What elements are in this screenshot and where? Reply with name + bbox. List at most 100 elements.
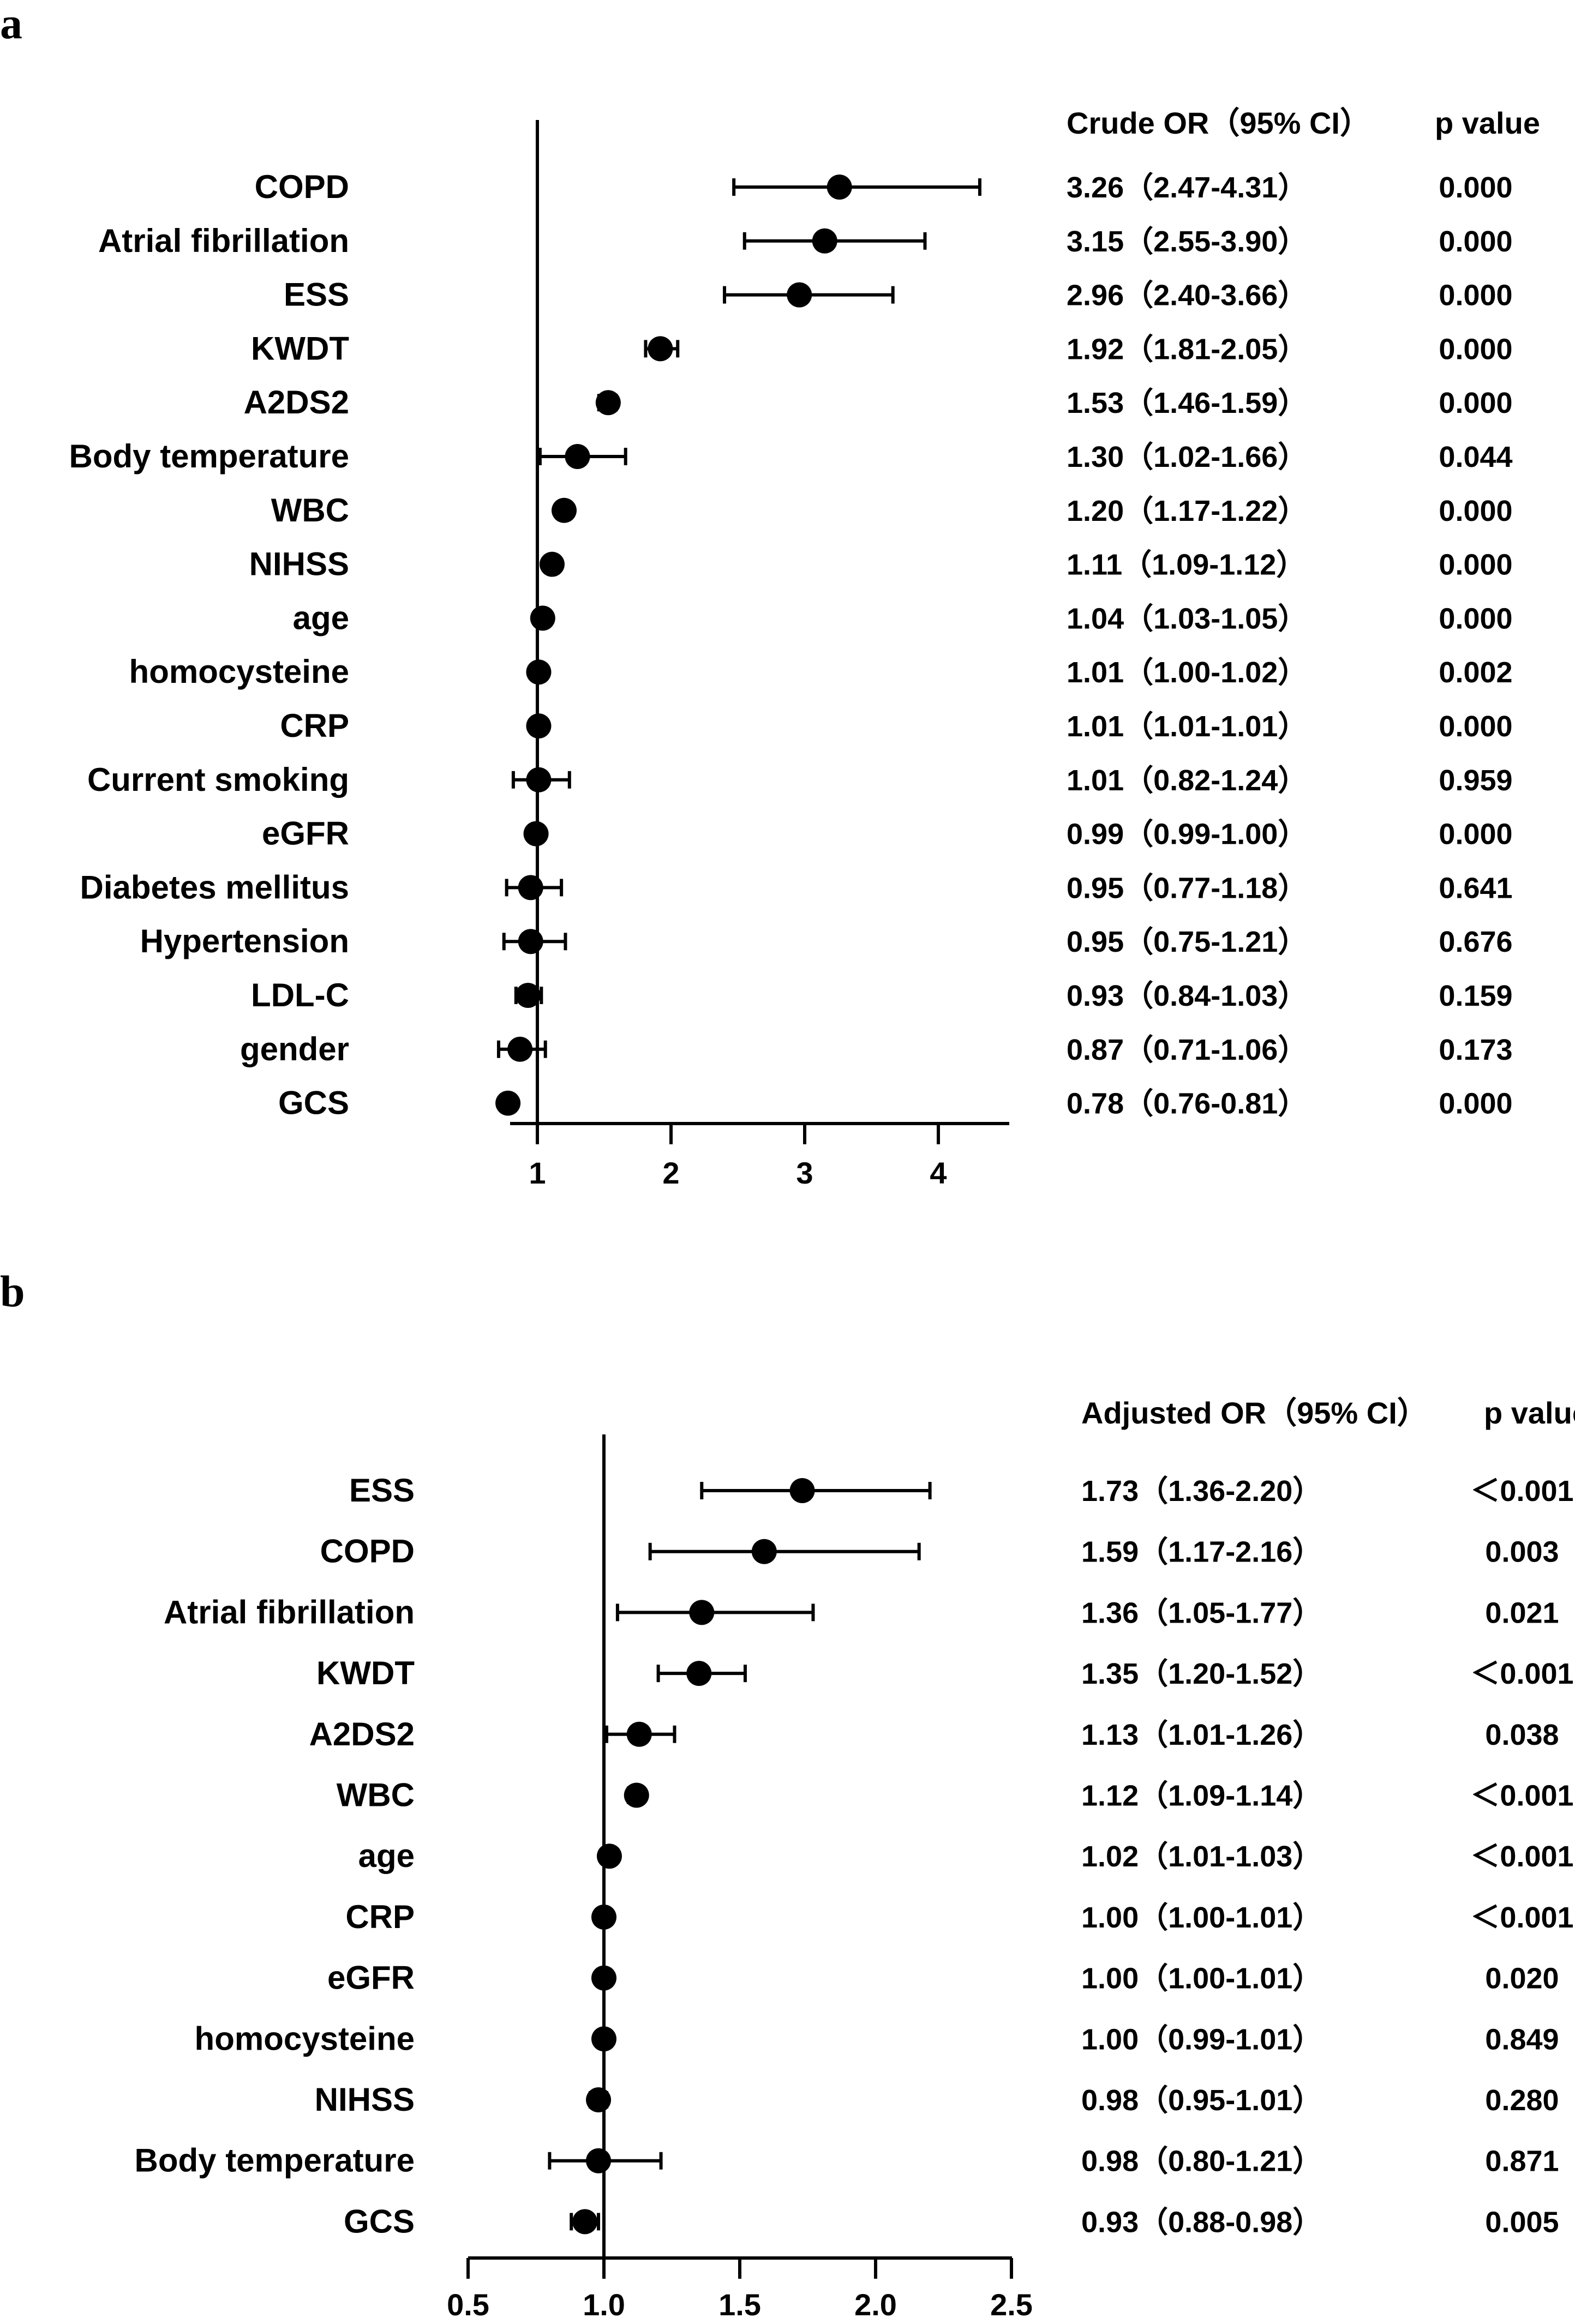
panel-a-row-copd-label: COPD xyxy=(255,169,349,205)
panel-a-row-ldl-c-point-estimate xyxy=(515,983,541,1008)
panel-a-row-hypertension-label: Hypertension xyxy=(140,923,349,959)
panel-b-row-nihss-p-value: 0.280 xyxy=(1485,2084,1559,2117)
panel-b-row-copd-label: COPD xyxy=(320,1533,415,1570)
panel-a-or-column-header: Crude OR（95% CI） xyxy=(1067,106,1370,140)
panel-b-row-nihss-point-estimate xyxy=(586,2087,612,2112)
panel-a-row-ldl-c-or-ci-text: 0.93（0.84-1.03） xyxy=(1067,980,1307,1012)
panel-b-x-tick-label-2: 1.5 xyxy=(718,2287,761,2321)
panel-a-row-hypertension-point-estimate xyxy=(518,929,543,954)
panel-b-row-nihss-or-ci-text: 0.98（0.95-1.01） xyxy=(1081,2084,1322,2117)
panel-a-row-egfr-or-ci-text: 0.99（0.99-1.00） xyxy=(1067,818,1307,851)
panel-a-row-age-or-ci-text: 1.04（1.03-1.05） xyxy=(1067,602,1307,635)
panel-b-row-homocysteine-point-estimate xyxy=(591,2026,616,2052)
panel-a-row-current-smoking-point-estimate xyxy=(526,767,552,792)
panel-a-p-column-header: p value xyxy=(1435,106,1540,140)
panel-a-row-gcs-or-ci-text: 0.78（0.76-0.81） xyxy=(1067,1088,1307,1120)
panel-b-row-copd-or-ci-text: 1.59（1.17-2.16） xyxy=(1081,1536,1322,1569)
panel-b-row-a2ds2-p-value: 0.038 xyxy=(1485,1719,1559,1751)
panel-a-row-gender-point-estimate xyxy=(507,1036,533,1062)
panel-b-row-body-temperature-p-value: 0.871 xyxy=(1485,2145,1559,2178)
panel-b-p-column-header: p value xyxy=(1484,1396,1575,1430)
panel-a-row-egfr-point-estimate xyxy=(523,821,549,846)
panel-a-row-wbc-label: WBC xyxy=(271,492,349,529)
panel-a-row-hypertension-or-ci-text: 0.95（0.75-1.21） xyxy=(1067,926,1307,958)
panel-a-row-diabetes-mellitus-or-ci-text: 0.95（0.77-1.18） xyxy=(1067,872,1307,904)
panel-a-row-a2ds2-label: A2DS2 xyxy=(244,384,349,421)
panel-a-letter: a xyxy=(0,0,22,48)
panel-b-row-a2ds2-point-estimate xyxy=(626,1721,652,1747)
panel-a-row-wbc-point-estimate xyxy=(552,497,577,523)
panel-b-row-atrial-fibrillation-label: Atrial fibrillation xyxy=(164,1594,415,1630)
panel-a-row-nihss-or-ci-text: 1.11（1.09-1.12） xyxy=(1067,549,1305,581)
panel-a-row-kwdt-point-estimate xyxy=(648,336,673,362)
panel-a-row-age-label: age xyxy=(293,599,349,636)
panel-b-row-age-label: age xyxy=(358,1837,415,1874)
panel-a-x-tick-label-1: 2 xyxy=(662,1156,679,1190)
panel-b-row-egfr-point-estimate xyxy=(591,1965,616,1991)
panel-b-row-body-temperature-point-estimate xyxy=(586,2148,612,2173)
panel-b-row-gcs-p-value: 0.005 xyxy=(1485,2206,1559,2238)
panel-b-row-ess-label: ESS xyxy=(349,1472,415,1509)
panel-a-row-homocysteine-point-estimate xyxy=(526,659,552,685)
panel-a-row-a2ds2-p-value: 0.000 xyxy=(1439,387,1512,419)
panel-a-row-crp-point-estimate xyxy=(526,713,552,738)
panel-a-row-ess-p-value: 0.000 xyxy=(1439,279,1512,312)
panel-b-row-crp-point-estimate xyxy=(591,1904,616,1930)
panel-b-row-homocysteine-or-ci-text: 1.00（0.99-1.01） xyxy=(1081,2023,1322,2056)
panel-a-row-gender-or-ci-text: 0.87（0.71-1.06） xyxy=(1067,1034,1307,1066)
panel-b-row-gcs-point-estimate xyxy=(572,2209,598,2235)
panel-b-row-egfr-or-ci-text: 1.00（1.00-1.01） xyxy=(1081,1962,1322,1995)
panel-a-row-kwdt-or-ci-text: 1.92（1.81-2.05） xyxy=(1067,333,1307,365)
panel-a-row-homocysteine-p-value: 0.002 xyxy=(1439,656,1512,689)
panel-a-row-kwdt-label: KWDT xyxy=(251,330,349,367)
panel-a-row-homocysteine-or-ci-text: 1.01（1.00-1.02） xyxy=(1067,656,1307,689)
panel-a-row-egfr-p-value: 0.000 xyxy=(1439,818,1512,851)
panel-a-row-ldl-c-p-value: 0.159 xyxy=(1439,980,1512,1012)
panel-b-row-atrial-fibrillation-p-value: 0.021 xyxy=(1485,1596,1559,1629)
panel-b-row-atrial-fibrillation-point-estimate xyxy=(689,1600,715,1625)
panel-b-row-kwdt-or-ci-text: 1.35（1.20-1.52） xyxy=(1081,1658,1322,1690)
panel-a-row-crp-label: CRP xyxy=(280,707,349,744)
panel-a-row-current-smoking-p-value: 0.959 xyxy=(1439,764,1512,797)
panel-b-row-gcs-or-ci-text: 0.93（0.88-0.98） xyxy=(1081,2206,1322,2238)
panel-a-row-gcs-point-estimate xyxy=(495,1090,521,1116)
panel-a-x-tick-label-3: 4 xyxy=(930,1156,947,1190)
panel-b-row-crp-or-ci-text: 1.00（1.00-1.01） xyxy=(1081,1901,1322,1934)
panel-a-row-ess-point-estimate xyxy=(787,282,812,308)
panel-a-row-diabetes-mellitus-label: Diabetes mellitus xyxy=(80,869,349,905)
panel-b-x-tick-label-3: 2.0 xyxy=(854,2287,897,2321)
panel-b-row-wbc-label: WBC xyxy=(337,1777,415,1813)
panel-a-row-gender-label: gender xyxy=(240,1031,349,1067)
panel-b-or-column-header: Adjusted OR（95% CI） xyxy=(1081,1396,1428,1430)
panel-a-row-body-temperature-p-value: 0.044 xyxy=(1439,441,1512,473)
panel-b-letter: b xyxy=(0,1266,25,1316)
panel-a-row-atrial-fibrillation-point-estimate xyxy=(812,228,837,254)
panel-b-row-age-point-estimate xyxy=(596,1843,622,1869)
panel-a-row-crp-p-value: 0.000 xyxy=(1439,710,1512,743)
panel-a-row-kwdt-p-value: 0.000 xyxy=(1439,333,1512,365)
panel-b-row-kwdt-label: KWDT xyxy=(316,1655,415,1691)
panel-b-x-tick-label-4: 2.5 xyxy=(990,2287,1033,2321)
panel-b-row-kwdt-point-estimate xyxy=(686,1661,712,1686)
panel-b-row-a2ds2-or-ci-text: 1.13（1.01-1.26） xyxy=(1081,1719,1322,1751)
panel-a-row-hypertension-p-value: 0.676 xyxy=(1439,926,1512,958)
panel-a-row-age-p-value: 0.000 xyxy=(1439,602,1512,635)
panel-a-row-copd-or-ci-text: 3.26（2.47-4.31） xyxy=(1067,171,1307,204)
panel-a-row-current-smoking-or-ci-text: 1.01（0.82-1.24） xyxy=(1067,764,1307,797)
panel-a-x-tick-label-0: 1 xyxy=(529,1156,546,1190)
panel-a-row-ldl-c-label: LDL-C xyxy=(251,977,349,1013)
panel-a-row-gender-p-value: 0.173 xyxy=(1439,1034,1512,1066)
panel-a-row-wbc-or-ci-text: 1.20（1.17-1.22） xyxy=(1067,495,1307,527)
panel-a-row-atrial-fibrillation-or-ci-text: 3.15（2.55-3.90） xyxy=(1067,225,1307,258)
panel-a-row-current-smoking-label: Current smoking xyxy=(87,761,349,798)
panel-a-row-gcs-label: GCS xyxy=(278,1085,349,1121)
panel-b-row-crp-p-value: ＜0.001 xyxy=(1470,1901,1573,1934)
panel-b-row-kwdt-p-value: ＜0.001 xyxy=(1470,1658,1573,1690)
panel-a-row-nihss-p-value: 0.000 xyxy=(1439,549,1512,581)
panel-b-row-ess-or-ci-text: 1.73（1.36-2.20） xyxy=(1081,1475,1322,1508)
panel-a-row-body-temperature-point-estimate xyxy=(565,444,590,469)
panel-a-row-body-temperature-or-ci-text: 1.30（1.02-1.66） xyxy=(1067,441,1307,473)
panel-a-row-nihss-label: NIHSS xyxy=(249,546,349,582)
panel-a-row-nihss-point-estimate xyxy=(539,551,565,577)
